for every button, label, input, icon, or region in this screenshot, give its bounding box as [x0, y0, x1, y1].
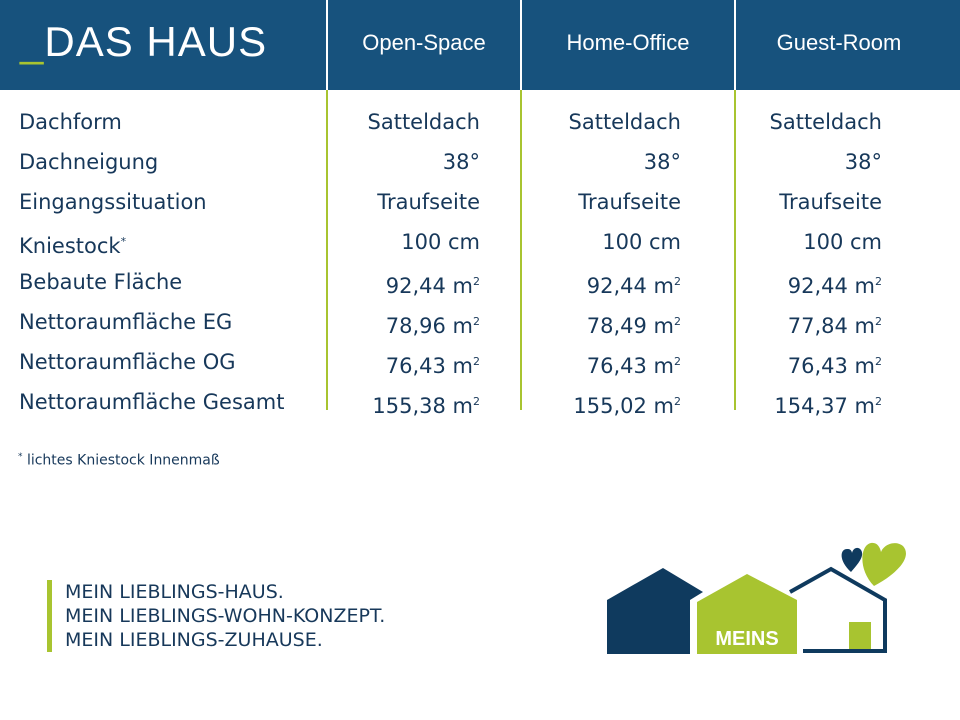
cell-value: 100 cm [401, 230, 480, 254]
column-divider [734, 90, 736, 410]
logo-green-house [697, 574, 797, 654]
cell-value: 78,49 m2 [586, 314, 681, 338]
cell-value: 155,38 m2 [372, 394, 480, 418]
cell-value: 100 cm [602, 230, 681, 254]
cell-value: Traufseite [578, 190, 681, 214]
column-divider [326, 90, 328, 410]
logo-door [849, 622, 871, 649]
cell-value: 100 cm [803, 230, 882, 254]
table-row: Nettoraumfläche OG 76,43 m2 76,43 m2 76,43 … [0, 342, 960, 382]
logo-dark-house [607, 568, 703, 654]
table-row: Eingangssituation Traufseite Traufseite Tra… [0, 182, 960, 222]
column-header-home-office: Home-Office [566, 30, 690, 55]
slogan-line: MEIN LIEBLINGS-HAUS. [65, 581, 284, 603]
table-row: Nettoraumfläche EG 78,96 m2 78,49 m2 77,84 … [0, 302, 960, 342]
cell-value: 92,44 m2 [385, 274, 480, 298]
table-row: Kniestock* 100 cm 100 cm 100 cm [0, 222, 960, 262]
slogan: MEIN LIEBLINGS-HAUS. MEIN LIEBLINGS-WOHN… [47, 580, 385, 652]
row-label: Eingangssituation [19, 190, 207, 214]
cell-value: 92,44 m2 [787, 274, 882, 298]
heart-icon [841, 547, 863, 572]
cell-value: 38° [442, 150, 480, 174]
cell-value: 38° [643, 150, 681, 174]
cell-value: Traufseite [377, 190, 480, 214]
table-row: Dachneigung 38° 38° 38° [0, 142, 960, 182]
meins-logo: MEINS [607, 542, 906, 654]
logo-text: MEINS [715, 628, 778, 650]
row-label: Bebaute Fläche [19, 270, 183, 294]
table-row: Dachform Satteldach Satteldach Satteldach [0, 102, 960, 142]
table-row: Bebaute Fläche 92,44 m2 92,44 m2 92,44 m2 [0, 262, 960, 302]
cell-value: 76,43 m2 [787, 354, 882, 378]
page-title: _DAS HAUS [20, 18, 268, 65]
cell-value: 76,43 m2 [385, 354, 480, 378]
footnote: * lichtes Kniestock Innenmaß [18, 452, 220, 469]
table-row: Nettoraumfläche Gesamt 155,38 m2 155,02 m2… [0, 382, 960, 422]
logo-outline-house [789, 566, 887, 653]
cell-value: 77,84 m2 [787, 314, 882, 338]
row-label: Nettoraumfläche Gesamt [19, 390, 285, 414]
slogan-line: MEIN LIEBLINGS-WOHN-KONZEPT. [65, 605, 386, 627]
column-divider [734, 0, 736, 90]
cell-value: Satteldach [568, 110, 681, 134]
column-divider [326, 0, 328, 90]
cell-value: Traufseite [779, 190, 882, 214]
row-label: Dachneigung [19, 150, 159, 174]
row-label: Nettoraumfläche EG [19, 310, 233, 334]
heart-icon [862, 542, 906, 586]
cell-value: Satteldach [367, 110, 480, 134]
row-label: Kniestock* [19, 234, 127, 258]
cell-value: 78,96 m2 [385, 314, 480, 338]
header-bar: _DAS HAUS Open-Space Home-Office Guest-R… [0, 0, 960, 90]
row-label: Nettoraumfläche OG [19, 350, 236, 374]
cell-value: 38° [844, 150, 882, 174]
slogan-line: MEIN LIEBLINGS-ZUHAUSE. [65, 629, 323, 651]
row-label: Dachform [19, 110, 122, 134]
cell-value: Satteldach [769, 110, 882, 134]
column-divider [520, 90, 522, 410]
cell-value: 92,44 m2 [586, 274, 681, 298]
column-divider [520, 0, 522, 90]
cell-value: 154,37 m2 [774, 394, 882, 418]
cell-value: 76,43 m2 [586, 354, 681, 378]
column-header-guest-room: Guest-Room [776, 30, 902, 55]
cell-value: 155,02 m2 [573, 394, 681, 418]
column-header-open-space: Open-Space [362, 30, 486, 55]
